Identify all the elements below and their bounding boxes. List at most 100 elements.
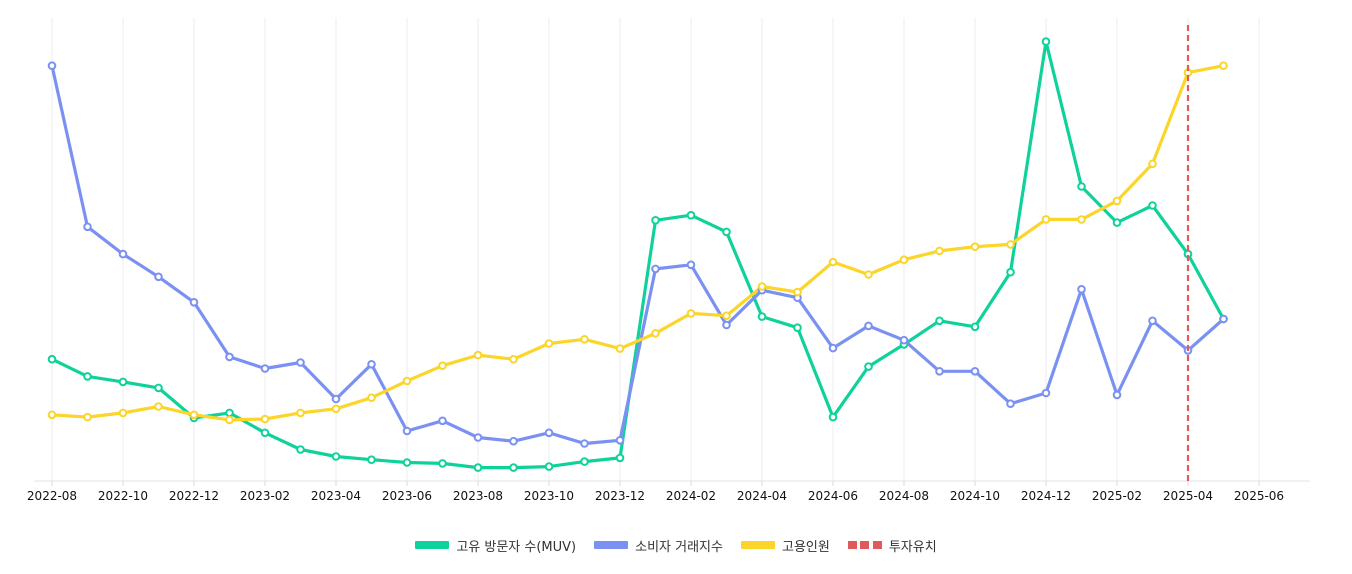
data-point-employees-2022-08 — [47, 410, 57, 420]
data-point-muv-2023-06 — [402, 458, 412, 467]
x-tick-label-2025-06: 2025-06 — [1234, 489, 1284, 503]
data-point-muv-2023-04 — [331, 452, 341, 461]
data-point-employees-2023-11 — [580, 335, 589, 344]
data-point-transaction-index-2022-08 — [47, 61, 57, 70]
legend-item-investment[interactable]: 투자유치 — [847, 536, 937, 555]
data-point-transaction-index-2023-05 — [367, 360, 376, 369]
data-point-muv-2023-10 — [544, 462, 554, 471]
series-line-muv — [50, 39, 1226, 470]
x-tick-label-2024-04: 2024-04 — [737, 489, 787, 503]
data-point-transaction-index-2023-11 — [580, 439, 589, 448]
x-tick-label-2025-04: 2025-04 — [1163, 489, 1213, 503]
data-point-employees-2024-02 — [686, 309, 696, 318]
data-point-muv-2022-09 — [83, 372, 92, 381]
data-point-muv-2024-12 — [1041, 37, 1051, 46]
x-tick-label-2023-02: 2023-02 — [240, 489, 290, 503]
data-point-employees-2025-02 — [1112, 196, 1122, 206]
series-line-transaction-index — [50, 64, 1226, 446]
data-point-transaction-index-2025-02 — [1112, 390, 1122, 400]
legend-item-employees[interactable]: 고용인원 — [740, 536, 830, 555]
data-point-muv-2024-03 — [722, 227, 731, 237]
data-point-muv-2025-03 — [1148, 201, 1157, 210]
data-point-transaction-index-2024-07 — [864, 321, 873, 331]
series-line-employees — [50, 64, 1226, 422]
data-point-employees-2023-03 — [296, 408, 305, 418]
data-point-employees-2024-05 — [793, 287, 802, 297]
x-tick-label-2023-12: 2023-12 — [595, 489, 645, 503]
data-point-employees-2023-01 — [225, 415, 234, 425]
x-tick-label-2024-06: 2024-06 — [808, 489, 858, 503]
data-point-employees-2024-03 — [722, 311, 731, 321]
data-point-employees-2024-12 — [1041, 215, 1051, 224]
data-point-muv-2024-06 — [828, 412, 838, 422]
data-point-employees-2023-12 — [615, 344, 625, 353]
data-point-transaction-index-2023-12 — [615, 436, 625, 445]
data-point-transaction-index-2025-05 — [1219, 314, 1228, 324]
legend-swatch-transaction-index — [594, 541, 629, 549]
data-point-muv-2025-01 — [1077, 182, 1086, 191]
data-point-employees-2023-02 — [260, 414, 270, 424]
data-point-muv-2023-09 — [509, 463, 518, 472]
data-point-employees-2024-01 — [651, 329, 660, 338]
x-tick-label-2022-12: 2022-12 — [169, 489, 219, 503]
data-point-employees-2024-04 — [757, 282, 767, 291]
data-point-transaction-index-2024-11 — [1006, 399, 1015, 409]
x-tick-label-2025-02: 2025-02 — [1092, 489, 1142, 503]
data-point-employees-2022-09 — [83, 412, 92, 422]
data-point-muv-2024-02 — [686, 210, 696, 220]
data-point-muv-2024-04 — [757, 312, 767, 321]
data-point-transaction-index-2022-09 — [83, 222, 92, 232]
data-point-transaction-index-2023-08 — [473, 433, 483, 442]
data-point-transaction-index-2022-10 — [118, 249, 128, 259]
data-point-transaction-index-2024-12 — [1041, 388, 1051, 398]
x-tick-label-2022-10: 2022-10 — [98, 489, 148, 503]
chart-plot: 2022-08 2022-10 2022-12 2023-02 2023-04 2023-… — [27, 18, 1310, 503]
data-point-employees-2024-09 — [935, 246, 944, 256]
data-point-employees-2024-10 — [970, 242, 980, 251]
data-point-employees-2022-12 — [189, 410, 199, 420]
data-point-employees-2024-07 — [864, 270, 873, 279]
x-tick-label-2023-10: 2023-10 — [524, 489, 574, 503]
data-point-employees-2023-10 — [544, 339, 554, 348]
data-point-employees-2024-06 — [828, 257, 838, 267]
data-point-muv-2024-09 — [935, 316, 944, 326]
data-point-muv-2024-05 — [793, 323, 802, 333]
data-point-muv-2022-08 — [47, 354, 57, 364]
data-point-transaction-index-2023-06 — [402, 426, 412, 436]
data-point-muv-2022-11 — [154, 383, 163, 393]
x-tick-label-2023-08: 2023-08 — [453, 489, 503, 503]
data-point-employees-2024-11 — [1006, 240, 1015, 249]
data-point-transaction-index-2022-12 — [189, 298, 199, 307]
legend-item-transaction-index[interactable]: 소비자 거래지수 — [594, 536, 723, 555]
data-point-transaction-index-2024-10 — [970, 367, 980, 376]
data-point-muv-2023-08 — [473, 463, 483, 472]
data-point-muv-2024-11 — [1006, 267, 1015, 277]
data-point-transaction-index-2023-03 — [296, 358, 305, 367]
legend-item-muv[interactable]: 고유 방문자 수(MUV) — [415, 536, 576, 555]
data-point-transaction-index-2024-08 — [899, 335, 909, 345]
x-tick-label-2024-10: 2024-10 — [950, 489, 1000, 503]
data-point-transaction-index-2024-09 — [935, 367, 944, 376]
legend-swatch-employees — [740, 541, 775, 549]
x-tick-label-2024-08: 2024-08 — [879, 489, 929, 503]
data-point-muv-2023-11 — [580, 457, 589, 466]
legend-label-employees: 고용인원 — [781, 539, 830, 555]
data-point-transaction-index-2023-01 — [225, 352, 234, 362]
data-point-muv-2025-02 — [1112, 218, 1122, 227]
data-point-muv-2022-10 — [118, 377, 128, 387]
data-point-transaction-index-2025-01 — [1077, 285, 1086, 294]
data-point-employees-2024-08 — [899, 255, 909, 265]
data-point-employees-2023-04 — [331, 404, 341, 414]
data-point-transaction-index-2024-06 — [828, 343, 838, 353]
data-point-muv-2024-10 — [970, 322, 980, 332]
data-point-transaction-index-2022-11 — [154, 272, 163, 282]
data-point-employees-2025-01 — [1077, 215, 1086, 224]
data-point-muv-2024-01 — [651, 216, 660, 225]
data-point-employees-2023-08 — [473, 350, 483, 360]
data-point-muv-2023-12 — [615, 453, 625, 463]
data-point-muv-2023-02 — [260, 428, 270, 438]
x-tick-label-2022-08: 2022-08 — [27, 489, 77, 503]
data-point-employees-2023-07 — [438, 361, 447, 371]
data-point-employees-2023-06 — [402, 376, 412, 386]
